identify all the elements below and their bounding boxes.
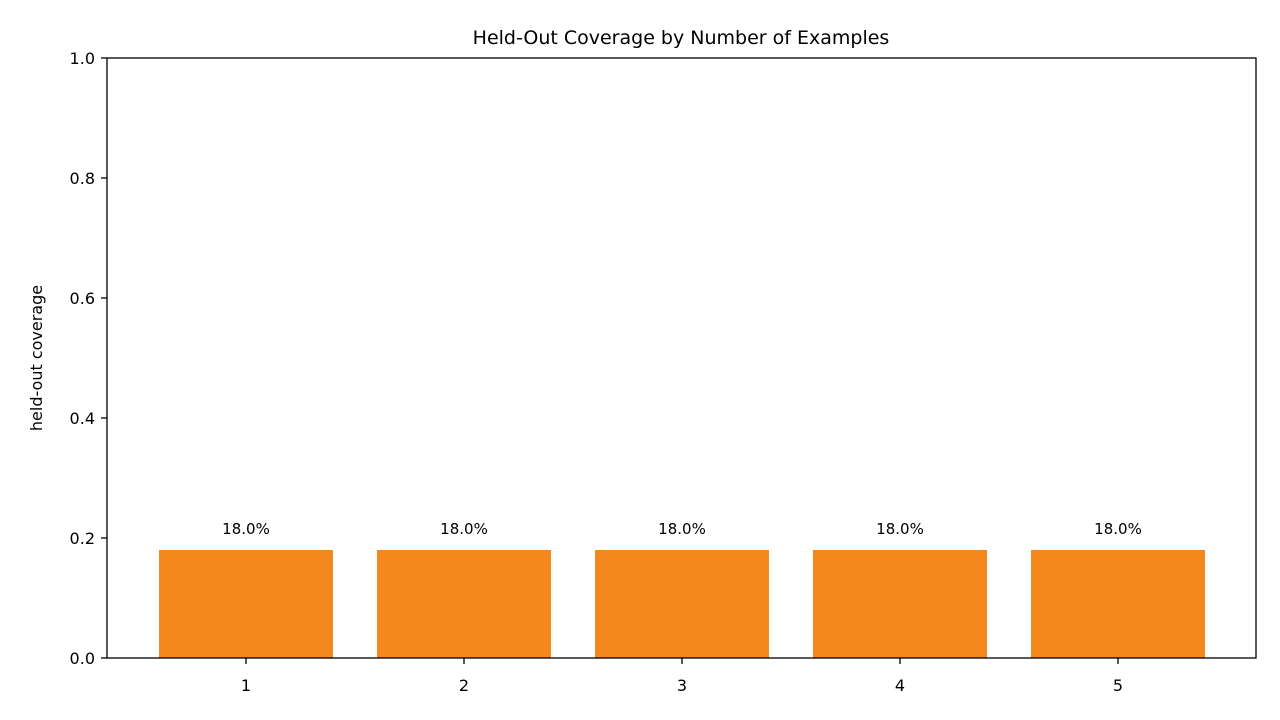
y-tick-label: 0.2	[70, 529, 95, 548]
x-tick-label: 4	[895, 676, 905, 695]
bar-data-label: 18.0%	[658, 520, 706, 538]
bars	[159, 550, 1205, 658]
bar-data-label: 18.0%	[222, 520, 270, 538]
x-tick-label: 3	[677, 676, 687, 695]
y-tick-label: 0.0	[70, 649, 95, 668]
bar	[813, 550, 987, 658]
chart-title: Held-Out Coverage by Number of Examples	[473, 27, 890, 49]
bar	[377, 550, 551, 658]
y-tick-label: 0.6	[70, 289, 95, 308]
bar-data-label: 18.0%	[876, 520, 924, 538]
bar-data-label: 18.0%	[440, 520, 488, 538]
x-tick-label: 2	[459, 676, 469, 695]
bar-data-label: 18.0%	[1094, 520, 1142, 538]
y-tick-label: 0.8	[70, 169, 95, 188]
x-tick-label: 5	[1113, 676, 1123, 695]
bar	[595, 550, 769, 658]
x-tick-label: 1	[241, 676, 251, 695]
x-axis-ticks: 1 2 3 4 5	[241, 658, 1123, 695]
bar	[1031, 550, 1205, 658]
y-axis-ticks: 0.0 0.2 0.4 0.6 0.8 1.0	[70, 49, 107, 668]
y-tick-label: 0.4	[70, 409, 95, 428]
bar-data-labels: 18.0% 18.0% 18.0% 18.0% 18.0%	[222, 520, 1142, 538]
plot-frame	[106, 57, 1257, 659]
y-tick-label: 1.0	[70, 49, 95, 68]
bar	[159, 550, 333, 658]
y-axis-label: held-out coverage	[27, 285, 46, 431]
